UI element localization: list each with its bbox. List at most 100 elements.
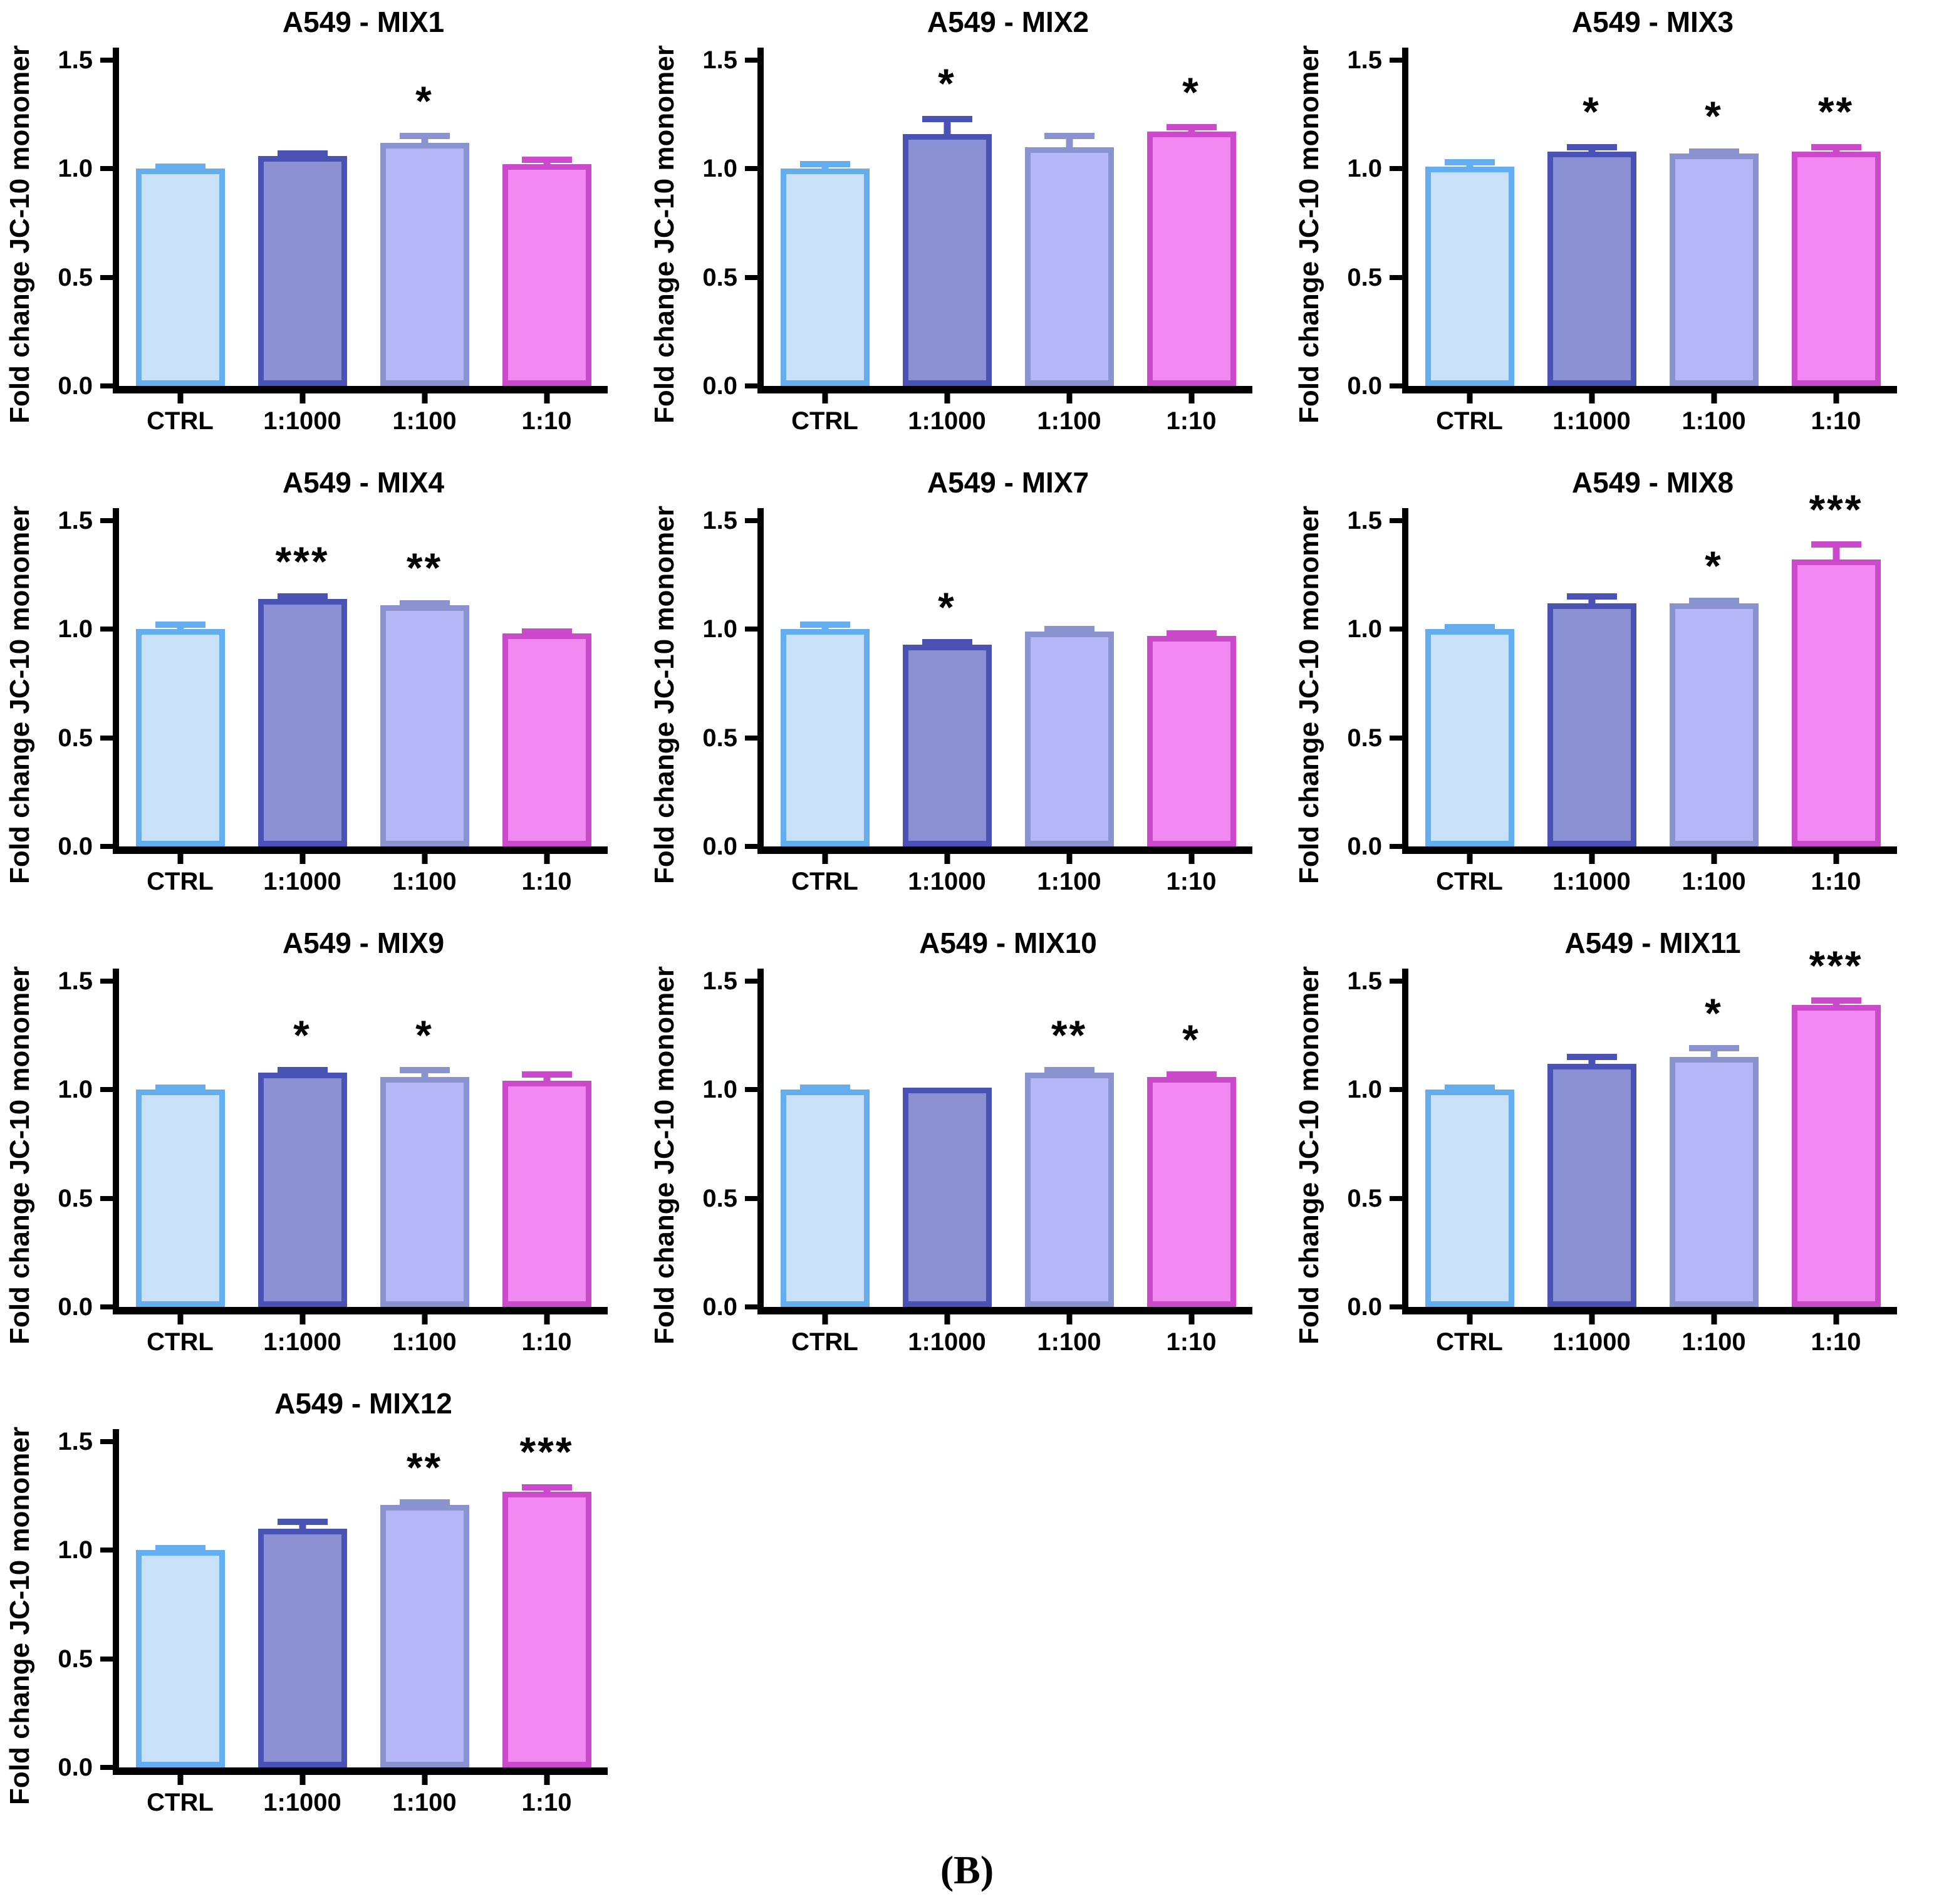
x-tick-label: CTRL — [1436, 868, 1503, 895]
x-tick-label: 1:10 — [1811, 868, 1861, 895]
subplot-a549-mix3: A549 - MIX3 Fold change JC-10 monomer 0.0 0… — [1289, 0, 1934, 460]
subplot-a549-mix11: A549 - MIX11 Fold change JC-10 monomer 0.0… — [1289, 921, 1934, 1381]
x-tick-mark — [544, 854, 549, 864]
chart-title: A549 - MIX12 — [274, 1387, 452, 1420]
x-tick-label: 1:1000 — [1552, 868, 1631, 895]
subplot-a549-mix4: A549 - MIX4 Fold change JC-10 monomer 0.0 0… — [0, 460, 645, 921]
bar-ctrl — [1425, 629, 1514, 846]
error-bar-cap — [922, 639, 972, 646]
y-tick-mark — [100, 1656, 113, 1662]
bar-ctrl — [780, 629, 870, 846]
error-bar-stem — [1710, 1048, 1717, 1065]
significance-stars: * — [1182, 1016, 1200, 1063]
x-tick-label: 1:10 — [521, 1328, 572, 1356]
significance-stars: * — [1705, 93, 1723, 140]
error-bar-stem — [944, 118, 950, 142]
plot-area: 0.0 0.5 1.0 1.5 * — [58, 46, 608, 403]
y-tick-mark — [100, 1548, 113, 1553]
error-bar-cap — [1166, 124, 1217, 131]
chart-title: A549 - MIX9 — [282, 927, 445, 959]
error-bar-cap — [1811, 541, 1861, 548]
y-tick-mark — [1390, 1195, 1402, 1201]
y-tick-mark — [745, 844, 757, 849]
x-tick-label: 1:10 — [521, 868, 572, 895]
x-tick-label: 1:1000 — [1552, 1328, 1631, 1356]
bar-1-1000 — [902, 1087, 992, 1307]
error-bar-cap — [922, 115, 972, 122]
bar-1-100 — [380, 142, 469, 386]
y-tick-label: 0.5 — [58, 263, 93, 291]
x-tick-label: 1:10 — [1811, 407, 1861, 435]
bar-slot-ctrl — [119, 1429, 241, 1785]
y-tick-mark — [745, 383, 757, 388]
x-tick-mark — [1589, 393, 1594, 403]
bar-slot-1-10: * — [1130, 969, 1252, 1324]
bar-slot-1-1000: * — [1531, 48, 1653, 403]
y-tick-mark — [1390, 274, 1402, 280]
x-tick-label: 1:1000 — [263, 1789, 341, 1816]
chart-title: A549 - MIX11 — [1564, 927, 1741, 959]
x-tick-mark — [1833, 393, 1839, 403]
bar-slot-1-1000 — [241, 48, 363, 403]
x-axis-labels: CTRL 1:1000 1:100 1:10 — [113, 1789, 608, 1817]
error-bar-cap — [399, 600, 450, 606]
error-bar-cap — [799, 622, 850, 628]
x-tick-label: 1:100 — [1037, 407, 1101, 435]
bar-1-10 — [1791, 1005, 1881, 1307]
y-tick-mark — [100, 627, 113, 632]
y-tick-mark — [1390, 518, 1402, 523]
chart-title: A549 - MIX4 — [282, 466, 445, 499]
bar-1-100 — [380, 1504, 469, 1767]
x-axis-labels: CTRL 1:1000 1:100 1:10 — [113, 868, 608, 896]
y-tick-label: 0.0 — [1347, 372, 1382, 400]
y-tick-label: 1.5 — [702, 967, 737, 995]
significance-stars: * — [938, 583, 956, 630]
error-bar-cap — [1444, 1084, 1495, 1091]
bar-1-10 — [1146, 635, 1236, 846]
y-tick-label: 0.0 — [58, 1754, 93, 1781]
y-axis-label: Fold change JC-10 monomer — [649, 45, 680, 424]
y-tick-mark — [745, 58, 757, 63]
error-bar-cap — [1166, 630, 1217, 637]
y-axis-label: Fold change JC-10 monomer — [4, 966, 35, 1345]
x-tick-mark — [944, 393, 950, 403]
y-tick-label: 0.0 — [702, 833, 737, 860]
bar-1-100 — [1669, 153, 1759, 386]
subplot-a549-mix7: A549 - MIX7 Fold change JC-10 monomer 0.0 0… — [645, 460, 1289, 921]
bar-1-1000 — [902, 133, 992, 386]
y-tick-label: 1.5 — [58, 507, 93, 534]
x-tick-mark — [422, 1314, 427, 1324]
x-axis-labels: CTRL 1:1000 1:100 1:10 — [113, 1328, 608, 1356]
chart-body: Fold change JC-10 monomer 0.0 0.5 1.0 1.5 * CT… — [645, 506, 1289, 896]
bar-1-1000 — [902, 644, 992, 846]
y-tick-mark — [100, 383, 113, 388]
x-tick-mark — [1711, 854, 1717, 864]
y-axis-label: Fold change JC-10 monomer — [4, 1427, 35, 1805]
bar-ctrl — [1425, 166, 1514, 386]
bar-1-100 — [1024, 1072, 1114, 1307]
error-bar-cap — [399, 1499, 450, 1506]
subplot-a549-mix12: A549 - MIX12 Fold change JC-10 monomer 0.0… — [0, 1381, 645, 1842]
bar-slot-1-100: * — [363, 969, 486, 1324]
bar-slot-1-100: ** — [1008, 969, 1130, 1324]
y-tick-mark — [745, 274, 757, 280]
y-tick-mark — [100, 518, 113, 523]
x-tick-mark — [1589, 1314, 1594, 1324]
significance-stars: ** — [1817, 88, 1854, 135]
plot-area: 0.0 0.5 1.0 1.5 ** * — [702, 967, 1252, 1324]
chart-title: A549 - MIX3 — [1571, 6, 1734, 38]
bar-slot-1-10: ** — [1775, 48, 1897, 403]
x-tick-mark — [422, 854, 427, 864]
y-tick-label: 1.0 — [702, 615, 737, 643]
y-axis-label: Fold change JC-10 monomer — [1294, 45, 1324, 424]
plot-area: 0.0 0.5 1.0 1.5 * * — [702, 46, 1252, 403]
y-tick-label: 1.5 — [1347, 46, 1382, 74]
plot-column: 0.0 0.5 1.0 1.5 * CTRL 1:1000 1:100 1:10 — [58, 46, 608, 435]
bar-1-100 — [1669, 603, 1759, 846]
x-tick-mark — [1589, 854, 1594, 864]
y-tick-label: 1.5 — [702, 507, 737, 534]
y-axis-label: Fold change JC-10 monomer — [1294, 506, 1324, 884]
